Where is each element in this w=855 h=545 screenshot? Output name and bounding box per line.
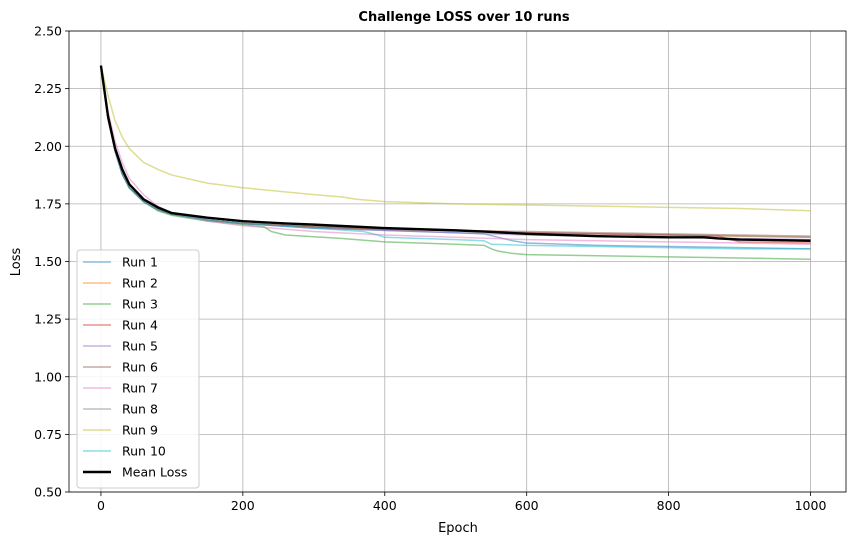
x-tick-label: 600 [515, 498, 539, 513]
series-layer [99, 65, 811, 260]
series-line-run-4 [100, 65, 811, 244]
series-line-run-9 [100, 65, 811, 212]
legend: Run 1 Run 2 Run 3 Run 4 Run 5 Run 6 Run 7 Run 8… [76, 249, 200, 489]
x-tick-label: 800 [657, 498, 681, 513]
legend-box [76, 249, 200, 489]
legend-label: Run 4 [122, 318, 158, 333]
legend-label: Mean Loss [122, 465, 187, 480]
x-tick-label: 400 [373, 498, 397, 513]
chart-title: Challenge LOSS over 10 runs [358, 10, 569, 25]
y-tick-label: 0.75 [34, 427, 62, 442]
series-line-run-7 [100, 65, 811, 245]
y-tick-label: 2.25 [34, 81, 62, 96]
legend-label: Run 3 [122, 297, 158, 312]
series-line-run-8 [100, 65, 811, 239]
x-tick-label: 1000 [795, 498, 827, 513]
y-tick-label: 1.25 [34, 312, 62, 327]
series-line-run-6 [100, 65, 811, 237]
legend-label: Run 1 [122, 255, 158, 270]
legend-label: Run 9 [122, 423, 158, 438]
legend-label: Run 8 [122, 402, 158, 417]
y-axis-label: Loss [9, 248, 24, 277]
y-tick-label: 1.50 [34, 254, 62, 269]
series-line-run-10 [100, 65, 811, 250]
x-tick-label: 0 [97, 498, 105, 513]
series-line-mean-loss [99, 65, 811, 242]
x-axis-label: Epoch [438, 521, 478, 536]
y-tick-label: 1.00 [34, 369, 62, 384]
legend-label: Run 10 [122, 444, 166, 459]
x-axis: 0 200 400 600 800 1000 [97, 492, 827, 513]
y-tick-label: 2.50 [34, 24, 62, 39]
legend-label: Run 5 [122, 339, 158, 354]
legend-label: Run 7 [122, 381, 158, 396]
y-tick-label: 2.00 [34, 139, 62, 154]
y-tick-label: 1.75 [34, 196, 62, 211]
y-axis: 0.50 0.75 1.00 1.25 1.50 1.75 2.00 2.25 2.50 [34, 24, 69, 500]
series-line-run-2 [100, 65, 811, 239]
x-tick-label: 200 [231, 498, 255, 513]
y-tick-label: 0.50 [34, 485, 62, 500]
series-line-run-5 [100, 65, 811, 241]
legend-label: Run 6 [122, 360, 158, 375]
legend-label: Run 2 [122, 276, 158, 291]
